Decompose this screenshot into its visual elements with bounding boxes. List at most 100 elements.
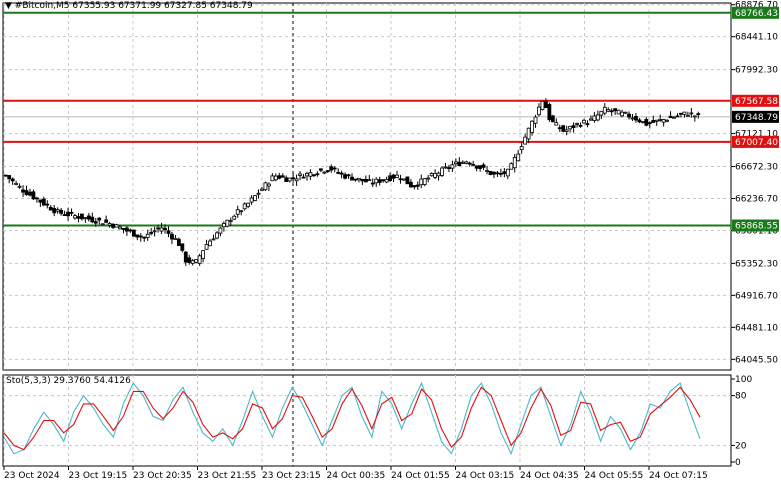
candle-body xyxy=(433,172,438,178)
candle-body xyxy=(485,170,489,172)
candle-body xyxy=(613,108,618,112)
candle-body xyxy=(218,227,223,234)
candle-body xyxy=(689,112,694,115)
candle-body xyxy=(69,211,74,214)
candle-body xyxy=(312,174,316,177)
candle-body xyxy=(408,181,413,188)
candle-body xyxy=(121,227,126,230)
candle-body xyxy=(391,174,396,179)
candle-body xyxy=(100,223,105,226)
osc-tick-label: 20 xyxy=(735,441,747,451)
candle-body xyxy=(589,118,593,121)
candle-body xyxy=(194,259,199,263)
candle-body xyxy=(48,206,53,211)
candle-body xyxy=(28,191,32,196)
candle-body xyxy=(163,227,167,230)
candle-body xyxy=(131,229,136,237)
candle-body xyxy=(564,129,569,132)
candle-body xyxy=(305,173,309,177)
osc-tick-label: 0 xyxy=(735,458,741,468)
candle-body xyxy=(315,173,320,176)
candle-body xyxy=(111,223,115,228)
stoch-series-signal xyxy=(3,386,701,451)
candle-body xyxy=(512,157,517,169)
time-tick-label: 24 Oct 07:15 xyxy=(649,471,708,481)
candle-body xyxy=(256,192,261,195)
candle-body xyxy=(544,100,548,109)
candle-body xyxy=(107,223,112,226)
candle-body xyxy=(502,171,507,175)
current-price-box xyxy=(732,110,779,123)
candle-body xyxy=(253,195,257,201)
candle-body xyxy=(457,161,462,167)
candle-body xyxy=(83,217,88,220)
candle-body xyxy=(62,214,67,216)
price-tick-label: 68441.10 xyxy=(735,33,778,43)
candle-body xyxy=(339,172,344,175)
time-tick-label: 23 Oct 20:35 xyxy=(133,471,192,481)
candle-body xyxy=(381,179,386,182)
candle-body xyxy=(419,178,424,186)
time-tick-label: 23 Oct 21:55 xyxy=(198,471,257,481)
candle-body xyxy=(280,175,285,178)
candle-body xyxy=(509,163,514,170)
candle-body xyxy=(350,176,354,181)
candle-body xyxy=(138,235,143,238)
symbol-header: ▼ #Bitcoin,M5 67355.93 67371.99 67327.85… xyxy=(5,1,253,11)
candle-body xyxy=(225,219,230,227)
candle-body xyxy=(492,171,496,175)
candle-body xyxy=(211,238,216,241)
candle-body xyxy=(183,251,188,263)
level-label: 67007.40 xyxy=(735,138,778,148)
candle-body xyxy=(405,176,410,185)
candle-body xyxy=(578,124,583,127)
level-label-box xyxy=(732,219,779,232)
candle-body xyxy=(156,227,160,230)
time-tick-label: 24 Oct 01:55 xyxy=(391,471,450,481)
candle-body xyxy=(246,202,251,207)
candle-body xyxy=(180,243,185,251)
candle-body xyxy=(540,100,545,111)
time-tick-label: 23 Oct 2024 xyxy=(4,471,60,481)
candle-body xyxy=(460,161,465,164)
candle-body xyxy=(498,172,503,175)
candle-body xyxy=(679,112,683,115)
candle-body xyxy=(152,230,157,233)
candle-body xyxy=(329,166,334,171)
candle-body xyxy=(395,174,399,178)
candle-body xyxy=(661,119,666,123)
candle-body xyxy=(627,113,631,118)
time-tick-label: 24 Oct 05:55 xyxy=(585,471,644,481)
candle-body xyxy=(675,115,680,118)
candle-body xyxy=(685,114,690,117)
candle-body xyxy=(86,215,91,220)
time-tick-label: 23 Oct 23:15 xyxy=(262,471,321,481)
price-tick-label: 67121.10 xyxy=(735,130,778,140)
candle-body xyxy=(429,173,434,177)
candle-body xyxy=(360,178,365,182)
candle-body xyxy=(557,127,562,130)
candle-body xyxy=(568,125,573,130)
candle-body xyxy=(505,168,510,177)
candle-body xyxy=(357,177,361,181)
candle-body xyxy=(616,109,621,115)
candle-body xyxy=(374,178,379,184)
level-label: 65868.55 xyxy=(735,222,778,232)
oscillator-header: Sto(5,3,3) 29.3760 54.4126 xyxy=(6,376,131,386)
candle-body xyxy=(426,177,431,180)
candle-body xyxy=(388,175,392,182)
candle-body xyxy=(474,165,479,169)
candle-body xyxy=(647,122,652,125)
candle-body xyxy=(301,176,306,179)
candle-body xyxy=(640,121,645,123)
candle-body xyxy=(118,226,122,230)
price-tick-label: 64481.10 xyxy=(735,323,778,333)
candle-body xyxy=(228,220,233,222)
candle-body xyxy=(260,188,264,191)
candle-body xyxy=(582,119,586,124)
candle-body xyxy=(273,175,278,181)
candle-body xyxy=(215,232,219,239)
candle-body xyxy=(125,227,129,232)
level-label-box xyxy=(732,135,779,148)
